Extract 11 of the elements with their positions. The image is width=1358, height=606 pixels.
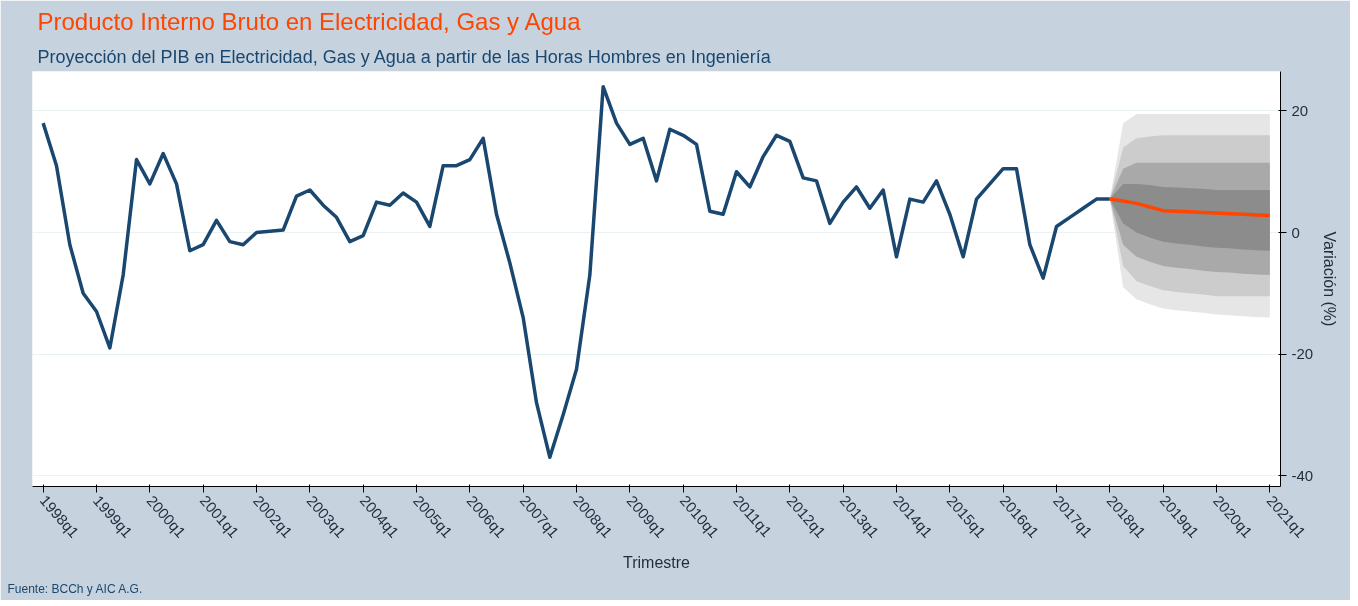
y-tick-label: -20	[1291, 345, 1314, 363]
y-tick-label: -40	[1291, 466, 1314, 484]
chart-subtitle: Proyección del PIB en Electricidad, Gas y Agua a partir de las Horas Hombres en Ingeniería	[37, 46, 772, 67]
chart-title: Producto Interno Bruto en Electricidad, Gas y Agua	[37, 7, 582, 35]
source-note: Fuente: BCCh y AIC A.G.	[7, 581, 143, 596]
y-tick-label: 0	[1291, 223, 1300, 241]
y-axis-title: Variación (%)	[1321, 231, 1339, 327]
x-axis-title: Trimestre	[623, 554, 691, 572]
y-tick-label: 20	[1291, 101, 1309, 119]
line-series	[1108, 197, 1272, 218]
line-series	[41, 84, 1112, 460]
